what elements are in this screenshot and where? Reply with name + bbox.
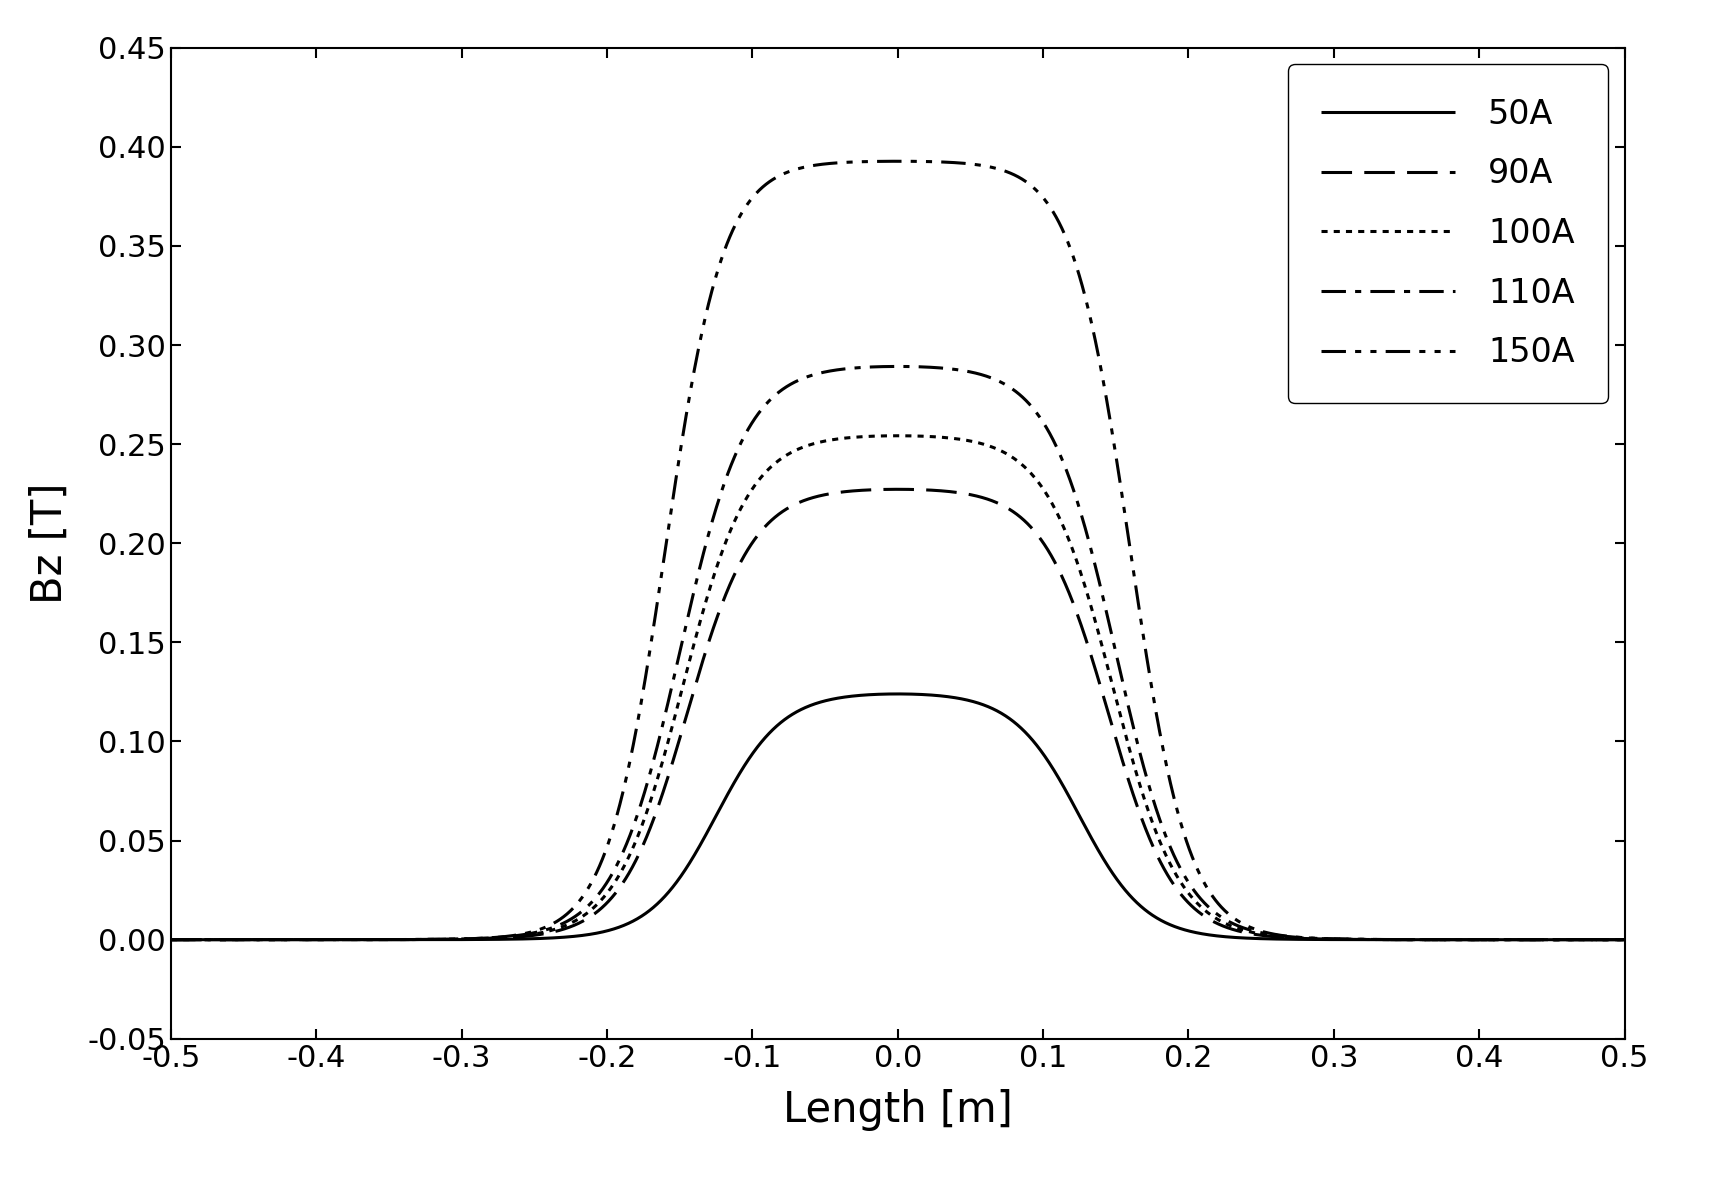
Line: 50A: 50A (171, 694, 1624, 940)
50A (1587, 933, 1607, 947)
100A (1430, 933, 1450, 947)
150A (1430, 933, 1450, 947)
Line: 100A: 100A (171, 436, 1624, 940)
110A (887, 359, 908, 374)
100A (781, 445, 802, 460)
110A (1587, 933, 1607, 947)
100A (412, 933, 433, 947)
Line: 90A: 90A (171, 490, 1624, 940)
90A (412, 933, 433, 947)
90A (1430, 933, 1450, 947)
150A (327, 933, 347, 947)
100A (887, 429, 908, 443)
50A (161, 933, 181, 947)
110A (161, 933, 181, 947)
50A (781, 708, 802, 722)
100A (1614, 933, 1635, 947)
50A (718, 786, 739, 800)
X-axis label: Length [m]: Length [m] (783, 1089, 1012, 1131)
50A (1614, 933, 1635, 947)
150A (1587, 933, 1607, 947)
90A (887, 482, 908, 497)
150A (887, 154, 908, 168)
50A (1430, 933, 1450, 947)
Y-axis label: Bz [T]: Bz [T] (29, 482, 70, 604)
Line: 150A: 150A (171, 161, 1624, 940)
150A (1614, 933, 1635, 947)
110A (1614, 933, 1635, 947)
50A (412, 933, 433, 947)
50A (327, 933, 347, 947)
110A (718, 464, 739, 479)
90A (718, 581, 739, 596)
150A (161, 933, 181, 947)
90A (327, 933, 347, 947)
150A (781, 164, 802, 178)
90A (1614, 933, 1635, 947)
100A (161, 933, 181, 947)
90A (781, 499, 802, 513)
90A (1587, 933, 1607, 947)
110A (327, 933, 347, 947)
150A (412, 933, 433, 947)
100A (327, 933, 347, 947)
110A (412, 933, 433, 947)
Legend: 50A, 90A, 100A, 110A, 150A: 50A, 90A, 100A, 110A, 150A (1288, 64, 1607, 402)
50A (887, 687, 908, 701)
Line: 110A: 110A (171, 367, 1624, 940)
110A (781, 376, 802, 390)
100A (1587, 933, 1607, 947)
150A (718, 233, 739, 247)
100A (718, 528, 739, 542)
110A (1430, 933, 1450, 947)
90A (161, 933, 181, 947)
